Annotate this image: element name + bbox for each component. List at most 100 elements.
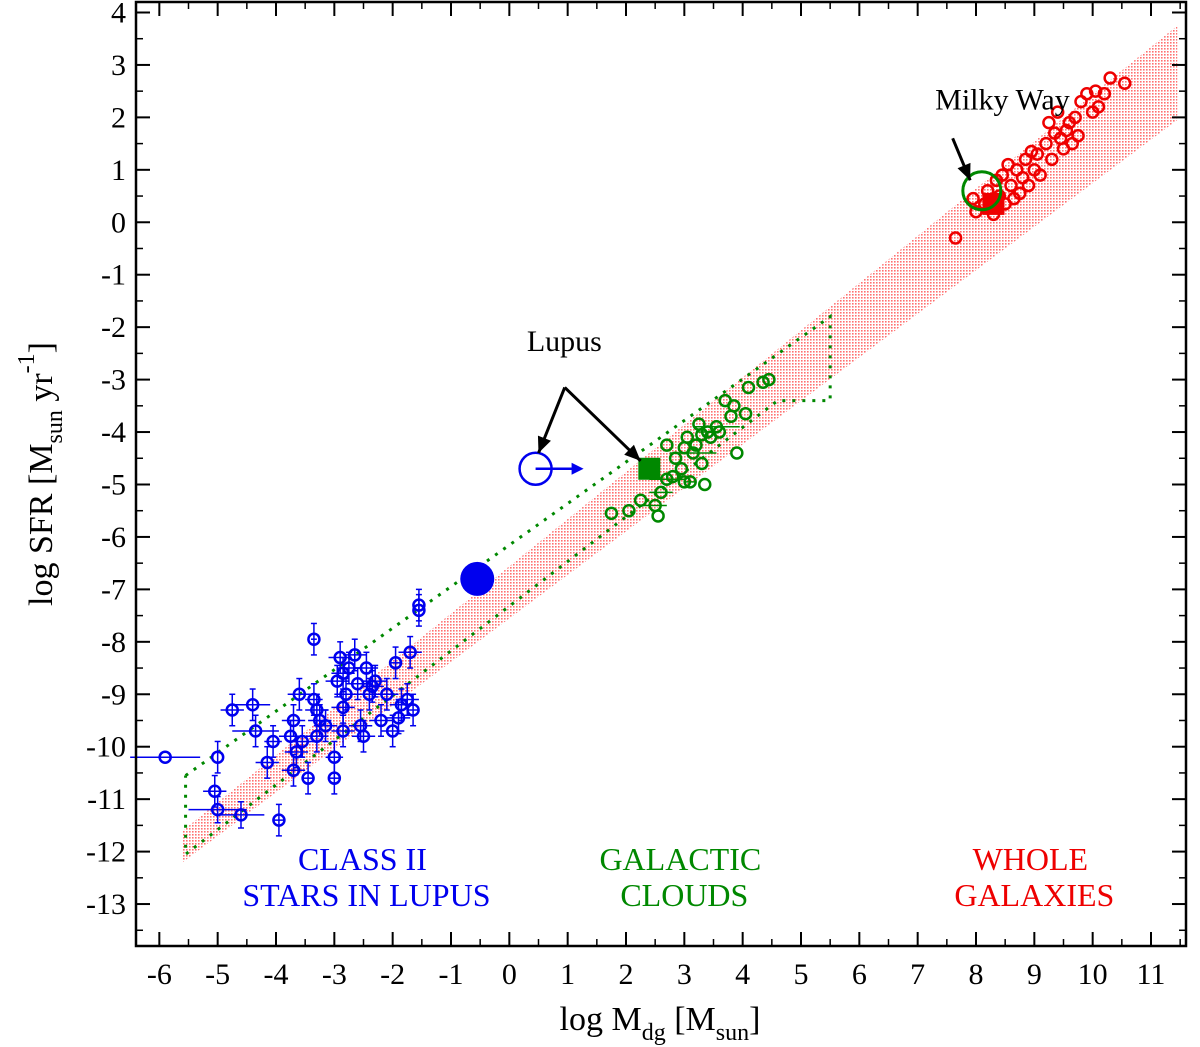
point-galactic-clouds-7 (660, 438, 674, 452)
point-galactic-clouds-5 (654, 485, 668, 500)
region-label-stars: CLASS II STARS IN LUPUS (242, 841, 490, 913)
x-tick-label-4: 4 (735, 958, 750, 991)
y-title-sub: sun (42, 410, 68, 443)
point-class-ii-stars-in-lupus-42 (380, 687, 394, 702)
data-points (130, 71, 1132, 837)
point-class-ii-stars-in-lupus-25 (327, 771, 342, 785)
point-whole-galaxies-2 (969, 205, 983, 219)
lupus-limit-arrowhead (571, 462, 584, 475)
point-class-ii-stars-in-lupus-16 (286, 763, 301, 778)
point-galactic-clouds-12 (683, 475, 697, 489)
y-title-main: log SFR [M (23, 444, 60, 607)
region-label-stars-line-2: STARS IN LUPUS (242, 877, 490, 913)
point-class-ii-stars-in-lupus-12 (286, 713, 301, 728)
point-galactic-clouds-18 (698, 477, 712, 492)
x-tick-label--5: -5 (205, 958, 230, 991)
y-tick-label--8: -8 (101, 626, 126, 659)
milky-way-arrowhead (957, 162, 971, 181)
x-tick-label-5: 5 (794, 958, 809, 991)
point-whole-galaxies-8 (995, 168, 1009, 182)
region-label-galaxies-line-2: GALAXIES (954, 877, 1114, 913)
point-class-ii-stars-in-lupus-9 (260, 755, 274, 770)
point-galactic-clouds-4 (651, 509, 665, 523)
point-whole-galaxies-16 (1021, 178, 1036, 193)
point-whole-galaxies-32 (1080, 87, 1094, 101)
point-class-ii-stars-in-lupus-49 (406, 703, 420, 717)
x-title-unit-open: [M (666, 1001, 716, 1038)
x-tick-label-0: 0 (502, 958, 517, 991)
point-class-ii-stars-in-lupus-45 (391, 711, 406, 725)
point-class-ii-stars-in-lupus-51 (412, 603, 426, 618)
y-title-mid: yr (23, 373, 60, 411)
point-class-ii-stars-in-lupus-36 (356, 729, 371, 743)
point-class-ii-stars-in-lupus-4 (248, 724, 263, 738)
y-title-sup: -1 (14, 353, 40, 373)
milky-way-label: Milky Way (935, 84, 1070, 117)
y-tick-label--3: -3 (101, 364, 126, 397)
point-galactic-clouds-1 (622, 503, 636, 518)
point-class-ii-stars-in-lupus-0 (158, 750, 172, 764)
point-class-ii-stars-in-lupus-15 (289, 745, 304, 759)
x-title-unit-sub: sun (716, 1020, 749, 1046)
y-tick-label-0: 0 (111, 206, 126, 239)
point-class-ii-stars-in-lupus-23 (318, 718, 333, 733)
region-labels: CLASS II STARS IN LUPUS GALACTIC CLOUDS … (242, 841, 1114, 913)
point-class-ii-stars-in-lupus-48 (403, 645, 417, 660)
point-class-ii-stars-in-lupus-3 (245, 698, 260, 712)
point-galactic-clouds-2 (633, 493, 648, 507)
point-class-ii-stars-in-lupus-13 (292, 687, 307, 702)
point-whole-galaxies-29 (1068, 110, 1082, 125)
lupus-arrowhead-1 (537, 435, 551, 454)
point-whole-galaxies-20 (1039, 136, 1053, 151)
point-class-ii-stars-in-lupus-2 (225, 703, 239, 717)
y-tick-label--7: -7 (101, 573, 126, 606)
y-tick-label--2: -2 (101, 311, 126, 344)
x-title-sub: dg (642, 1020, 666, 1046)
lupus-arrow-2 (563, 386, 642, 462)
point-whole-galaxies-13 (1013, 186, 1027, 201)
point-whole-galaxies-36 (1097, 87, 1112, 101)
point-whole-galaxies-19 (1033, 168, 1047, 182)
x-tick-label--2: -2 (380, 958, 405, 991)
lupus-arrowhead-2 (624, 444, 641, 461)
point-class-ii-stars-in-lupus-8 (272, 813, 286, 827)
point-class-ii-stars-in-lupus-40 (368, 674, 382, 688)
point-class-ii-stars-in-lupus-21 (310, 729, 324, 743)
region-label-galaxies-line-1: WHOLE (973, 841, 1089, 877)
point-class-ii-stars-in-lupus-29 (336, 700, 350, 715)
point-galactic-clouds-32 (665, 469, 680, 484)
point-galactic-clouds-9 (674, 462, 689, 476)
point-galactic-clouds-17 (695, 456, 709, 471)
y-title-close: ] (23, 342, 60, 353)
region-label-clouds-line-1: GALACTIC (599, 841, 761, 877)
annotations: Milky Way Lupus (527, 84, 1070, 462)
region-label-clouds-line-2: CLOUDS (620, 877, 748, 913)
x-tick-label-3: 3 (677, 958, 692, 991)
point-class-ii-stars-in-lupus-44 (388, 656, 403, 670)
x-tick-label--3: -3 (322, 958, 347, 991)
region-label-galaxies: WHOLE GALAXIES (954, 841, 1114, 913)
point-whole-galaxies-34 (1088, 84, 1103, 98)
y-tick-label-1: 1 (111, 154, 126, 187)
point-whole-galaxies-39 (1001, 157, 1015, 172)
x-tick-label-1: 1 (560, 958, 575, 991)
x-title-main: log M (560, 1001, 642, 1038)
point-whole-galaxies-10 (1004, 178, 1018, 193)
lupus-cloud-marker (638, 457, 661, 480)
y-tick-label--9: -9 (101, 678, 126, 711)
point-class-ii-stars-in-lupus-7 (234, 808, 248, 822)
point-class-ii-stars-in-lupus-34 (350, 677, 365, 691)
x-tick-label-10: 10 (1078, 958, 1108, 991)
point-galactic-clouds-14 (689, 438, 703, 452)
point-galactic-clouds-27 (738, 406, 753, 421)
y-tick-label-2: 2 (111, 101, 126, 134)
point-class-ii-stars-in-lupus-41 (374, 713, 388, 728)
point-whole-galaxies-41 (1024, 144, 1039, 159)
point-whole-galaxies-35 (1091, 100, 1106, 114)
x-title-unit-close: ] (749, 1001, 760, 1038)
x-axis-title: log Mdg [Msun] (560, 1001, 761, 1046)
y-tick-label--11: -11 (87, 783, 126, 816)
x-tick-label-8: 8 (969, 958, 984, 991)
x-tick-label-2: 2 (619, 958, 634, 991)
lupus-label: Lupus (527, 325, 602, 358)
